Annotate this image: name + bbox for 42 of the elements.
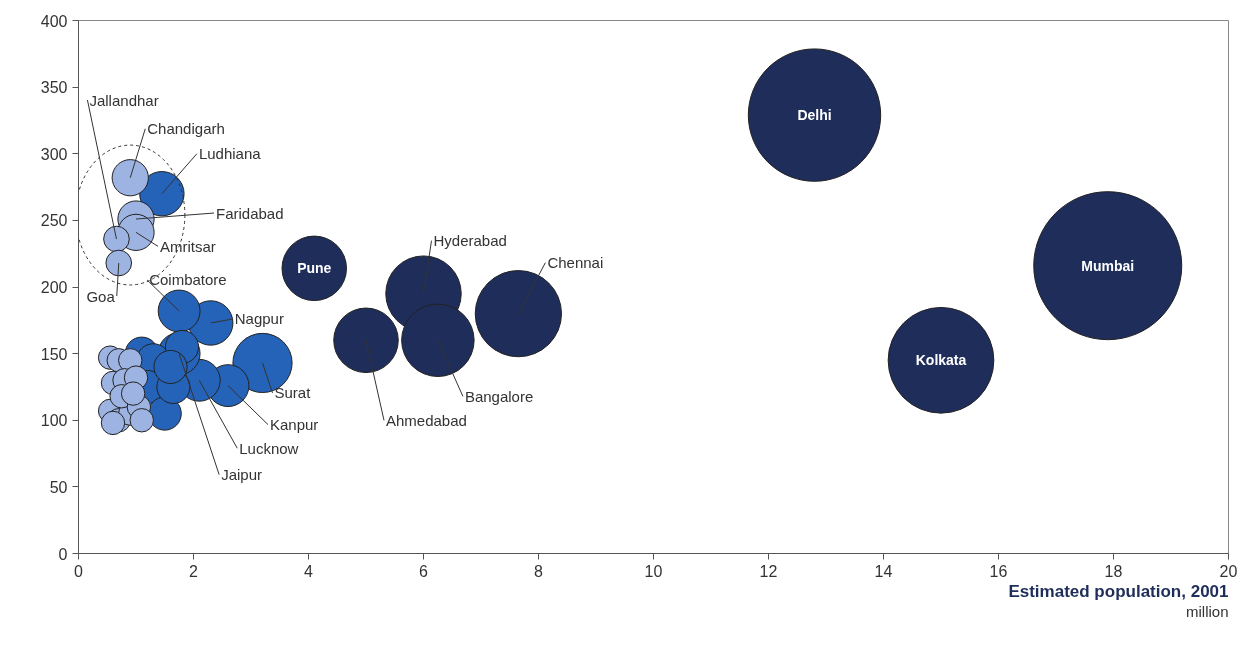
annotation: Kolkata: [915, 352, 967, 369]
x-tick-label: 8: [534, 562, 544, 580]
annotation: Amritsar: [160, 237, 216, 255]
x-tick-label: 4: [304, 562, 314, 580]
y-tick-label: 0: [58, 545, 68, 563]
y-tick-label: 100: [40, 412, 68, 430]
y-tick-label: 400: [40, 12, 68, 30]
annotation: Kanpur: [270, 416, 319, 434]
annotation: Surat: [274, 384, 312, 402]
annotation: Jallandhar: [89, 91, 159, 109]
annotation: Coimbatore: [149, 271, 227, 289]
annotation: Faridabad: [216, 204, 284, 222]
x-tick-label: 16: [989, 562, 1008, 580]
x-tick-label: 10: [644, 562, 663, 580]
y-tick-label: 50: [49, 478, 68, 496]
x-axis-title: Estimated population, 2001: [1008, 581, 1229, 601]
y-tick-label: 300: [40, 145, 68, 163]
annotation: Nagpur: [234, 310, 284, 328]
x-tick-label: 18: [1104, 562, 1123, 580]
annotation: Delhi: [797, 107, 832, 124]
annotation: Lucknow: [239, 439, 299, 457]
x-tick-label: 20: [1219, 562, 1238, 580]
y-tick-label: 150: [40, 345, 68, 363]
annotation: Bangalore: [464, 387, 534, 405]
annotation: Chennai: [547, 254, 604, 272]
annotation: Goa: [86, 287, 116, 305]
y-tick-label: 250: [40, 212, 68, 230]
x-tick-label: 14: [874, 562, 893, 580]
annotation: Pune: [297, 260, 332, 277]
y-tick-label: 200: [40, 279, 68, 296]
annotation: Ahmedabad: [386, 411, 467, 429]
annotation: Chandigarh: [147, 120, 225, 138]
annotation: Hyderabad: [433, 232, 507, 250]
x-tick-label: 0: [74, 562, 84, 580]
annotation: Jaipur: [221, 466, 262, 484]
annotation: Ludhiana: [198, 145, 262, 163]
x-tick-label: 12: [759, 562, 778, 580]
x-tick-label: 2: [189, 562, 199, 580]
y-tick-label: 350: [40, 79, 68, 97]
annotation: Mumbai: [1081, 257, 1135, 274]
x-tick-label: 6: [419, 562, 429, 580]
text: million: [1185, 602, 1229, 620]
